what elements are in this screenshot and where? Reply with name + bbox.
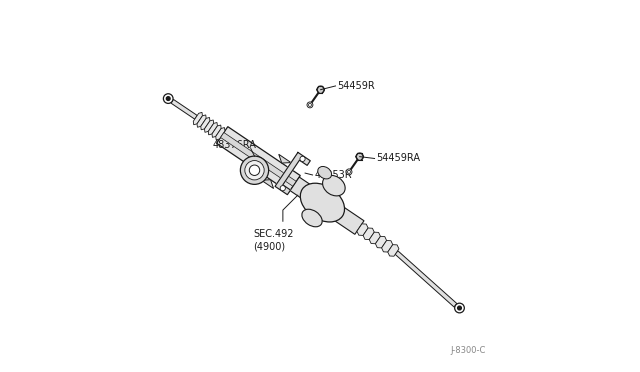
Text: 48353R: 48353R [314,170,352,180]
Ellipse shape [302,209,322,227]
Polygon shape [369,232,380,244]
Polygon shape [376,236,387,248]
Circle shape [346,169,352,175]
Polygon shape [171,99,197,119]
Circle shape [163,94,173,103]
Circle shape [300,156,305,161]
Circle shape [356,153,364,160]
Ellipse shape [323,175,345,196]
Circle shape [166,97,170,100]
Circle shape [348,170,351,173]
Polygon shape [388,245,399,256]
Text: 48376RA: 48376RA [212,140,256,150]
Text: 54459R: 54459R [337,81,375,91]
Polygon shape [208,122,218,135]
Polygon shape [201,118,210,130]
Ellipse shape [300,183,344,222]
Polygon shape [395,251,457,307]
Polygon shape [205,120,214,132]
Polygon shape [212,125,221,137]
Circle shape [307,102,313,108]
Circle shape [458,306,461,310]
Polygon shape [216,126,300,192]
Circle shape [317,86,324,93]
Polygon shape [290,177,364,234]
Circle shape [241,156,269,185]
Polygon shape [275,153,310,195]
Text: 54459RA: 54459RA [376,154,420,163]
Polygon shape [363,228,374,240]
Circle shape [245,161,264,180]
Text: J-8300-C: J-8300-C [450,346,486,355]
Ellipse shape [317,166,332,179]
Polygon shape [261,180,273,189]
Polygon shape [197,115,206,127]
Polygon shape [357,224,368,235]
Polygon shape [279,154,291,163]
Circle shape [454,303,465,313]
Polygon shape [193,112,202,125]
Polygon shape [221,132,296,186]
Circle shape [308,103,312,106]
Circle shape [280,186,285,191]
Polygon shape [381,240,393,252]
Circle shape [250,165,260,176]
Text: SEC.492
(4900): SEC.492 (4900) [253,229,294,251]
Polygon shape [216,128,225,140]
